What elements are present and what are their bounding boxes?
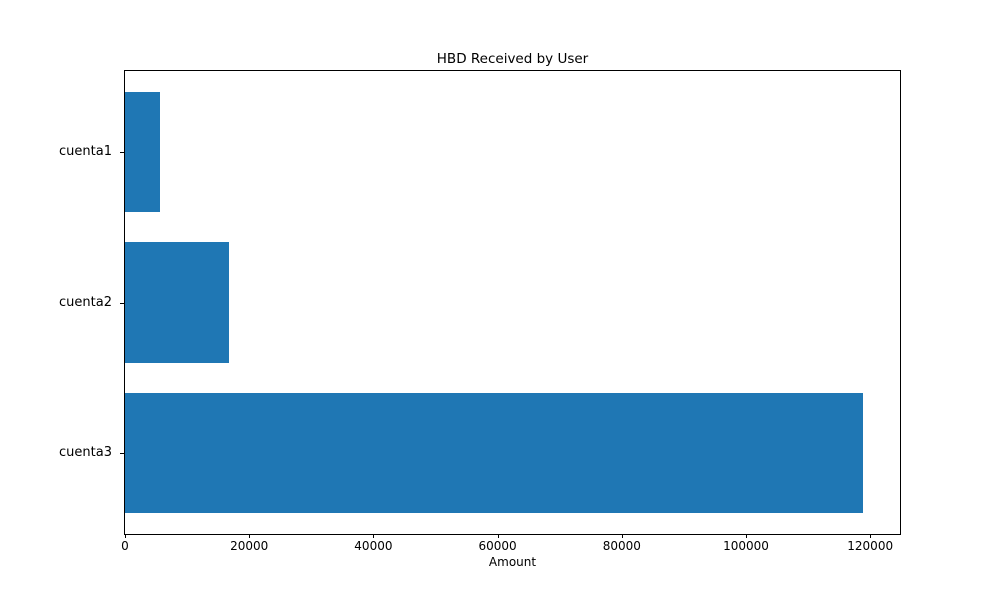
x-tick-label: 60000 [478,539,517,553]
bar-cuenta3 [125,392,863,513]
y-tick-mark [120,302,124,304]
bar-cuenta2 [125,242,229,363]
plot-area [124,70,901,535]
x-tick-label: 100000 [723,539,769,553]
x-tick-mark [621,534,623,538]
x-tick-mark [249,534,251,538]
y-tick-mark [120,152,124,154]
x-tick-label: 20000 [230,539,269,553]
x-tick-mark [373,534,375,538]
bar-cuenta1 [125,92,160,213]
y-tick-label: cuenta3 [59,444,112,460]
x-tick-label: 0 [121,539,129,553]
chart-title: HBD Received by User [436,51,589,67]
x-tick-mark [745,534,747,538]
x-tick-label: 120000 [847,539,894,553]
x-tick-label: 80000 [602,539,641,553]
y-tick-mark [120,452,124,454]
x-axis-label: Amount [488,555,537,569]
y-tick-label: cuenta2 [59,294,112,310]
x-tick-mark [125,534,126,538]
x-tick-mark [497,534,499,538]
x-tick-label: 40000 [354,539,393,553]
x-tick-mark [870,534,872,538]
y-tick-label: cuenta1 [59,144,112,160]
